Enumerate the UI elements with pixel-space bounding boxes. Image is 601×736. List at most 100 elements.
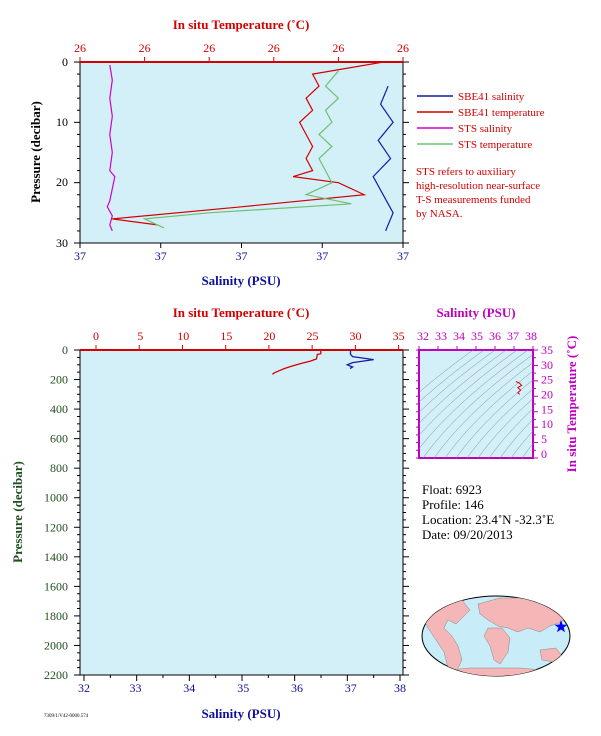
profile-number: Profile: 146	[422, 497, 484, 512]
main-chart-bottom-tick-37: 37	[345, 681, 357, 695]
ts-density-contour	[455, 379, 533, 458]
main-chart-y-tick-200: 200	[50, 373, 68, 387]
main-chart-bottom-axis-label: Salinity (PSU)	[201, 706, 280, 721]
map-land-antarctica	[429, 667, 563, 676]
main-chart: In situ Temperature (˚C) 0 5 10 15 20 25…	[10, 305, 409, 721]
top-series	[106, 62, 394, 232]
main-chart-bottom-tick-35: 35	[237, 681, 249, 695]
ts-right-tick-35: 35	[541, 343, 553, 357]
ts-density-contours	[419, 336, 601, 464]
main-chart-top-tick-25: 25	[307, 329, 319, 343]
main-chart-top-tick-0: 0	[93, 329, 99, 343]
main-chart-y-tick-1800: 1800	[44, 609, 68, 623]
top-chart-top-tick-3: 26	[203, 41, 215, 55]
sts-note: STS refers to auxiliary high-resolution …	[416, 166, 540, 220]
top-series-line-sbe41-salinity	[372, 85, 394, 232]
top-series-line-sts-temperature	[142, 70, 352, 229]
top-chart-bottom-tick-3: 37	[236, 249, 248, 263]
ts-density-contour	[521, 443, 533, 458]
location: Location: 23.4˚N -32.3˚E	[422, 512, 554, 527]
main-chart-top-axis-label: In situ Temperature (˚C)	[173, 305, 310, 320]
ts-density-contour	[499, 419, 533, 458]
main-chart-top-tick-5: 5	[137, 329, 143, 343]
date: Date: 09/20/2013	[422, 527, 513, 542]
main-chart-top-tick-15: 15	[220, 329, 232, 343]
main-chart-top-tick-20: 20	[263, 329, 275, 343]
ts-top-tick-36: 36	[489, 329, 501, 343]
ts-ticks	[416, 346, 538, 459]
ts-right-tick-15: 15	[541, 403, 553, 417]
ts-density-contour	[419, 350, 518, 436]
top-ticks	[74, 57, 409, 248]
top-chart-y-axis-label: Pressure (decibar)	[28, 101, 43, 203]
top-chart: In situ Temperature (˚C) 26 26 26 26 26 …	[28, 17, 409, 288]
top-chart-bottom-tick-1: 37	[74, 249, 86, 263]
map-land-america	[422, 597, 471, 673]
ts-density-contour	[419, 350, 529, 450]
ts-right-axis-label: In situ Temperature (˚C)	[564, 336, 579, 473]
ts-profile-trace	[515, 381, 523, 395]
ts-density-contour	[444, 370, 533, 458]
main-chart-top-tick-35: 35	[393, 329, 405, 343]
top-chart-bottom-tick-5: 37	[397, 249, 409, 263]
ts-density-contour	[477, 398, 533, 458]
ts-top-tick-34: 34	[453, 329, 465, 343]
top-chart-bottom-axis-label: Salinity (PSU)	[201, 273, 280, 288]
ts-right-tick-0: 0	[541, 447, 547, 461]
main-chart-y-tick-2000: 2000	[44, 639, 68, 653]
ts-density-contour	[584, 336, 601, 464]
ts-points	[515, 381, 523, 395]
main-chart-bottom-tick-38: 38	[394, 681, 406, 695]
ts-density-contour	[433, 362, 533, 458]
map-land-africa	[483, 627, 511, 665]
main-chart-bottom-tick-33: 33	[130, 681, 142, 695]
main-chart-y-tick-1000: 1000	[44, 491, 68, 505]
top-chart-top-tick-1: 26	[74, 41, 86, 55]
ts-diagram: Salinity (PSU) 32 33 34 35 36 37 38 35 3…	[416, 305, 601, 473]
sts-note-line-3: T-S measurements funded	[416, 194, 531, 206]
main-chart-y-tick-1400: 1400	[44, 550, 68, 564]
ts-top-tick-33: 33	[435, 329, 447, 343]
main-chart-y-tick-2200: 2200	[44, 668, 68, 682]
main-ticks	[74, 345, 409, 681]
top-chart-y-tick-20: 20	[56, 175, 68, 189]
main-chart-y-tick-1200: 1200	[44, 520, 68, 534]
main-series	[271, 350, 374, 375]
main-chart-y-tick-400: 400	[50, 402, 68, 416]
sts-note-line-1: STS refers to auxiliary	[416, 166, 516, 178]
top-chart-top-tick-6: 26	[397, 41, 409, 55]
main-chart-y-tick-600: 600	[50, 432, 68, 446]
ts-density-contour	[419, 350, 474, 393]
top-series-line-sbe41-temperature	[112, 62, 384, 226]
float-id: Float: 6923	[422, 482, 482, 497]
ts-density-contour	[419, 350, 507, 424]
main-chart-y-tick-0: 0	[62, 343, 68, 357]
top-chart-top-tick-2: 26	[139, 41, 151, 55]
legend-label-sbe41-temperature: SBE41 temperature	[458, 107, 545, 119]
main-chart-bottom-tick-34: 34	[183, 681, 195, 695]
ts-right-tick-30: 30	[541, 358, 553, 372]
sts-note-line-4: by NASA.	[416, 208, 463, 220]
top-plot-area	[79, 61, 404, 244]
main-series-line-temperature	[271, 350, 322, 375]
top-series-line-sts-salinity	[106, 64, 116, 232]
top-chart-legend: SBE41 salinity SBE41 temperature STS sal…	[417, 91, 545, 151]
legend-label-sts-temperature: STS temperature	[458, 139, 532, 151]
ts-right-tick-10: 10	[541, 417, 553, 431]
top-chart-bottom-tick-4: 37	[316, 249, 328, 263]
legend-label-sts-salinity: STS salinity	[458, 123, 513, 135]
top-chart-top-tick-4: 26	[268, 41, 280, 55]
ts-top-axis-label: Salinity (PSU)	[436, 305, 515, 320]
float-info: Float: 6923 Profile: 146 Location: 23.4˚…	[422, 482, 554, 542]
ts-right-tick-25: 25	[541, 373, 553, 387]
ts-top-tick-35: 35	[471, 329, 483, 343]
ts-top-tick-32: 32	[417, 329, 429, 343]
legend-label-sbe41-salinity: SBE41 salinity	[458, 91, 525, 103]
ts-top-tick-37: 37	[507, 329, 519, 343]
ts-density-contour	[488, 408, 533, 458]
top-chart-bottom-tick-2: 37	[155, 249, 167, 263]
footer-code: 7309/1/V42-0000.574	[44, 714, 89, 719]
float-location-marker	[554, 620, 568, 633]
ts-density-contour	[419, 350, 496, 413]
top-chart-y-tick-0: 0	[62, 55, 68, 69]
